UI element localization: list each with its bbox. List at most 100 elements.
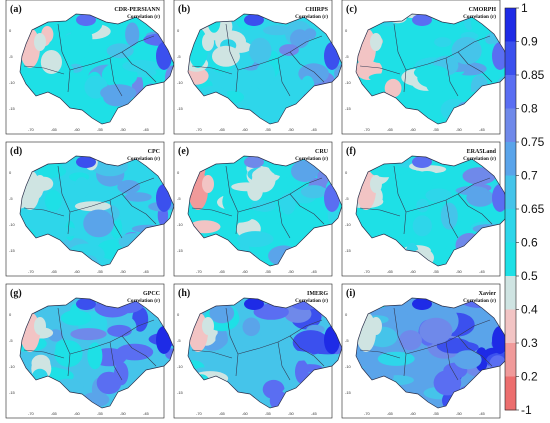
correlation-patch: [363, 214, 394, 240]
y-tick-label: -10: [9, 364, 16, 369]
correlation-patch: [44, 189, 62, 212]
panel-subtitle: Correlation (r): [463, 13, 496, 20]
state-border: [225, 307, 239, 377]
colorbar-label: 0.85: [521, 68, 545, 82]
y-tick-label: -15: [177, 390, 184, 395]
low-correlation-patch: [370, 175, 382, 193]
x-tick-label: -50: [456, 411, 463, 416]
y-tick-label: -15: [9, 248, 16, 253]
x-tick-label: -60: [410, 269, 417, 274]
colorbar-label: -1: [521, 403, 532, 417]
correlation-patch: [384, 78, 402, 98]
colorbar-label: 0.5: [521, 269, 538, 283]
x-tick-label: -55: [97, 411, 104, 416]
correlation-patch: [377, 351, 415, 366]
high-correlation-patch: [244, 156, 264, 168]
state-border: [277, 199, 291, 239]
x-tick-label: -60: [74, 127, 81, 132]
region-outline: [19, 155, 175, 267]
panel-subtitle: Correlation (r): [295, 297, 328, 304]
state-border: [467, 347, 493, 367]
low-correlation-patch: [34, 33, 46, 51]
state-border: [289, 35, 323, 53]
high-correlation-patch: [156, 42, 172, 70]
high-correlation-patch: [244, 298, 264, 310]
high-correlation-patch: [76, 298, 96, 310]
correlation-patch: [40, 50, 62, 74]
x-tick-label: -65: [219, 269, 226, 274]
y-tick-label: 0: [177, 28, 180, 33]
correlation-patch: [125, 22, 140, 47]
panel-product-name: CDR-PERSIANN: [114, 7, 160, 13]
panel-product-name: IMERG: [307, 291, 328, 297]
colorbar-label: 0.75: [521, 135, 545, 149]
correlation-patch: [74, 201, 111, 212]
correlation-patch: [106, 43, 134, 59]
correlation-patch: [87, 342, 103, 370]
y-tick-label: -15: [345, 390, 352, 395]
y-tick-label: -15: [345, 106, 352, 111]
panel-product-name: Xavier: [479, 291, 497, 297]
high-correlation-patch: [156, 184, 172, 212]
correlation-patch: [416, 198, 430, 213]
x-tick-label: -55: [433, 269, 440, 274]
x-tick-label: -65: [387, 269, 394, 274]
colorbar-segment: [505, 343, 516, 377]
x-tick-label: -50: [120, 411, 127, 416]
x-tick-label: -45: [479, 411, 486, 416]
correlation-patch: [279, 192, 296, 215]
low-correlation-patch: [202, 33, 214, 51]
panel-product-name: CMORPH: [469, 7, 497, 13]
x-tick-label: -45: [311, 269, 318, 274]
high-correlation-patch: [156, 326, 172, 354]
correlation-patch: [291, 160, 319, 182]
x-tick-label: -70: [196, 269, 203, 274]
correlation-patch: [250, 200, 277, 212]
x-tick-label: -55: [97, 127, 104, 132]
correlation-patch: [249, 37, 272, 64]
correlation-patch: [301, 185, 328, 199]
colorbar-segment: [505, 8, 516, 42]
correlation-patch: [107, 324, 132, 337]
high-correlation-patch: [76, 14, 96, 26]
x-tick-label: -45: [479, 269, 486, 274]
map-panel-2: 0 -5 -10 -15 -70 -65 -60 -55 -50 -45 (b) CHIRPSCorr…: [173, 0, 343, 135]
colorbar-segment: [505, 376, 516, 411]
region-outline: [187, 13, 343, 125]
correlation-patch: [117, 180, 141, 194]
state-border: [109, 199, 123, 239]
colorbar-segment: [505, 41, 516, 76]
x-tick-label: -55: [433, 411, 440, 416]
y-tick-label: -10: [345, 222, 352, 227]
map-panel-3: 0 -5 -10 -15 -70 -65 -60 -55 -50 -45 (c) CMORPHCorr…: [341, 0, 511, 135]
correlation-patch: [83, 209, 114, 238]
y-tick-label: 0: [345, 28, 348, 33]
state-border: [121, 319, 155, 337]
x-tick-label: -60: [242, 127, 249, 132]
state-border: [57, 165, 71, 235]
state-border: [57, 307, 71, 377]
y-tick-label: 0: [345, 170, 348, 175]
panels-group: 0-5-10-15-70 -65 -60 -55 -50 -45(a) CDR-PERSIA…: [5, 0, 511, 419]
x-tick-label: -55: [265, 269, 272, 274]
correlation-patch: [455, 186, 488, 196]
state-border: [289, 319, 323, 337]
state-border: [121, 177, 155, 195]
correlation-patch: [486, 30, 510, 46]
correlation-patch: [253, 303, 289, 320]
correlation-patch: [279, 44, 299, 56]
correlation-patch: [440, 202, 458, 230]
x-tick-label: -60: [242, 269, 249, 274]
panel-letter: (a): [10, 4, 22, 15]
correlation-patch: [231, 182, 262, 192]
y-tick-label: 0: [9, 312, 12, 317]
panel-letter: (b): [178, 4, 190, 15]
x-tick-label: -70: [28, 127, 35, 132]
colorbar-segment: [505, 242, 516, 277]
x-tick-label: -70: [28, 411, 35, 416]
state-border: [191, 207, 233, 217]
x-tick-label: -45: [311, 411, 318, 416]
state-border: [359, 207, 401, 217]
colorbar-segment: [505, 108, 516, 143]
